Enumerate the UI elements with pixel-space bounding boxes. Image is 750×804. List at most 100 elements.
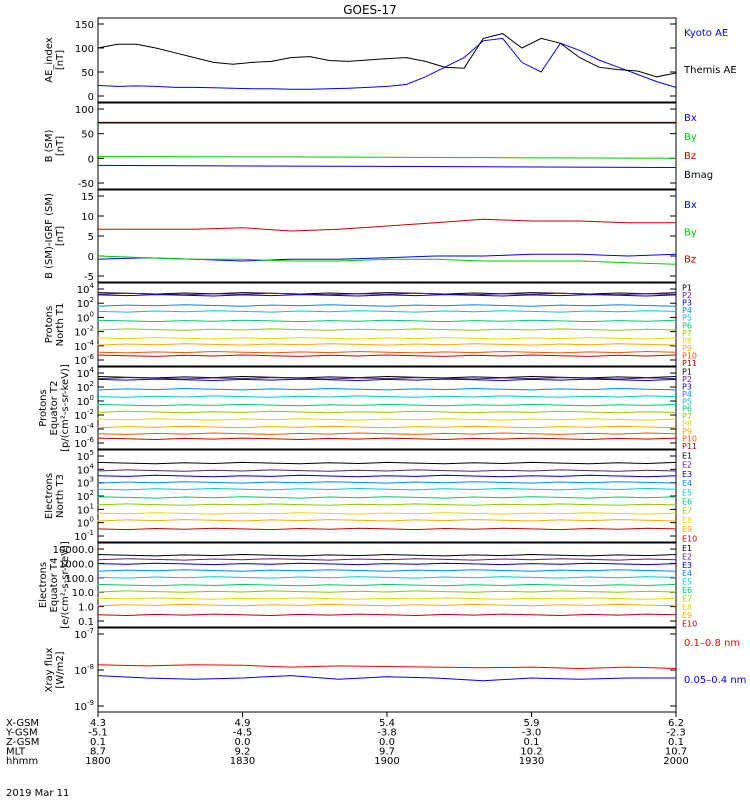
channel-label: P8 — [682, 336, 692, 345]
channel-line-p1 — [97, 375, 677, 379]
channel-label: P11 — [682, 359, 697, 368]
y-tick-label: 10-6 — [74, 436, 94, 450]
axis-value: -3.0 — [522, 728, 542, 739]
channel-line-e8 — [97, 597, 677, 600]
axis-value: 4.9 — [235, 718, 251, 729]
channel-label: P3 — [682, 299, 692, 308]
channel-label: E3 — [682, 470, 692, 479]
channel-line-p4 — [97, 304, 677, 307]
channel-line-e1 — [97, 461, 677, 465]
y-axis-label: B (SM)[nT] — [44, 129, 66, 162]
axis-value: 1800 — [85, 756, 110, 767]
channel-label: E1 — [682, 452, 692, 461]
y-tick-label: 10-8 — [74, 663, 94, 677]
y-tick-label: 1.0 — [78, 603, 94, 614]
channel-line-e4 — [97, 569, 677, 572]
axis-row-label: Z-GSM — [6, 737, 39, 748]
channel-label: E3 — [682, 561, 692, 570]
series-line-bz — [98, 218, 676, 232]
y-tick-label: 50 — [81, 130, 94, 141]
y-tick-label: 100.0 — [65, 574, 94, 585]
y-tick-label: 0 — [88, 92, 94, 103]
panel-frame — [97, 627, 677, 713]
channel-line-e8 — [97, 512, 677, 515]
y-tick-label: 101 — [77, 502, 94, 516]
y-tick-label: 10-4 — [74, 422, 94, 436]
axis-value: 1930 — [519, 756, 544, 767]
legend-entry: Themis AE — [683, 65, 737, 76]
y-tick-label: 100 — [75, 105, 94, 116]
channel-line-p3 — [97, 294, 677, 297]
channel-line-e10 — [97, 613, 677, 617]
channel-label: E2 — [682, 461, 692, 470]
axis-value: 1900 — [374, 756, 399, 767]
legend-entry: Kyoto AE — [684, 28, 728, 39]
series-line-0-1-0-8-nm — [97, 664, 677, 670]
panel-frame — [97, 189, 677, 283]
panel-frame — [97, 282, 677, 367]
channel-label: P1 — [682, 367, 692, 376]
channel-line-e9 — [97, 519, 677, 522]
y-tick-label: 100 — [77, 516, 94, 530]
y-tick-label: 10-2 — [74, 325, 94, 339]
channel-line-p2 — [97, 377, 677, 380]
panel-frame — [97, 17, 677, 103]
channel-label: P2 — [682, 375, 692, 384]
y-tick-label: 104 — [77, 282, 95, 296]
channel-line-p2 — [97, 292, 677, 296]
legend-entry: Bz — [684, 255, 696, 266]
axis-value: 6.2 — [668, 718, 684, 729]
channel-label: P9 — [682, 344, 692, 353]
legend-entry: Bx — [684, 113, 697, 124]
channel-line-p4 — [97, 387, 677, 391]
axis-value: 0.0 — [235, 737, 251, 748]
channel-label: P4 — [682, 306, 692, 315]
panel-frame — [97, 366, 677, 450]
axis-value: 0.1 — [668, 737, 684, 748]
channel-label: P10 — [682, 435, 697, 444]
legend-entry: By — [684, 132, 697, 143]
channel-label: P5 — [682, 314, 692, 323]
channel-label: E9 — [682, 611, 692, 620]
legend-entry: Bz — [684, 151, 696, 162]
channel-label: E4 — [682, 479, 692, 488]
channel-label: P3 — [682, 382, 692, 391]
series-line-0-05-0-4-nm — [97, 675, 676, 682]
axis-value: 8.7 — [90, 747, 106, 758]
series-line-by — [97, 156, 677, 159]
channel-line-e2 — [97, 558, 677, 561]
channel-label: P11 — [682, 442, 697, 451]
axis-row-label: X-GSM — [6, 718, 39, 729]
legend-entry: 0.1–0.8 nm — [684, 638, 740, 649]
channel-line-p9 — [97, 425, 677, 429]
y-axis-label: ProtonsEquator T2[p/(cm²-s-sr-keV)] — [38, 364, 71, 452]
y-tick-label: 102 — [77, 380, 94, 394]
channel-line-p8 — [97, 337, 677, 340]
axis-value: 10.7 — [665, 747, 687, 758]
axis-value: -5.1 — [88, 728, 108, 739]
panels: AE_index[nT] 150 100 50 0 Kyoto AE Themis AE B … — [38, 17, 746, 713]
y-tick-label: 50 — [81, 68, 94, 79]
channel-label: P9 — [682, 427, 692, 436]
channel-line-e2 — [97, 469, 677, 472]
channel-label: E7 — [682, 594, 692, 603]
y-tick-label: 105 — [77, 449, 94, 463]
axis-value: 5.9 — [524, 718, 540, 729]
y-tick-label: 150 — [75, 20, 94, 31]
channel-label: E8 — [682, 516, 692, 525]
panel-e2: ElectronsEquator T4[e/(cm²-s-sr-keV)]100… — [38, 541, 697, 629]
y-tick-label: 10-9 — [74, 699, 94, 713]
axis-value: 0.1 — [524, 737, 540, 748]
y-axis-label: B (SM)-IGRF (SM)[nT] — [44, 193, 66, 279]
y-tick-label: 15 — [81, 192, 94, 203]
channel-label: P1 — [682, 284, 692, 293]
y-tick-label: 100 — [75, 44, 94, 55]
series-line-themis-ae — [97, 33, 677, 78]
y-axis-label: AE_index[nT] — [44, 37, 66, 83]
channel-line-e7 — [97, 503, 677, 506]
channel-label: E2 — [682, 552, 692, 561]
channel-label: P7 — [682, 412, 692, 421]
